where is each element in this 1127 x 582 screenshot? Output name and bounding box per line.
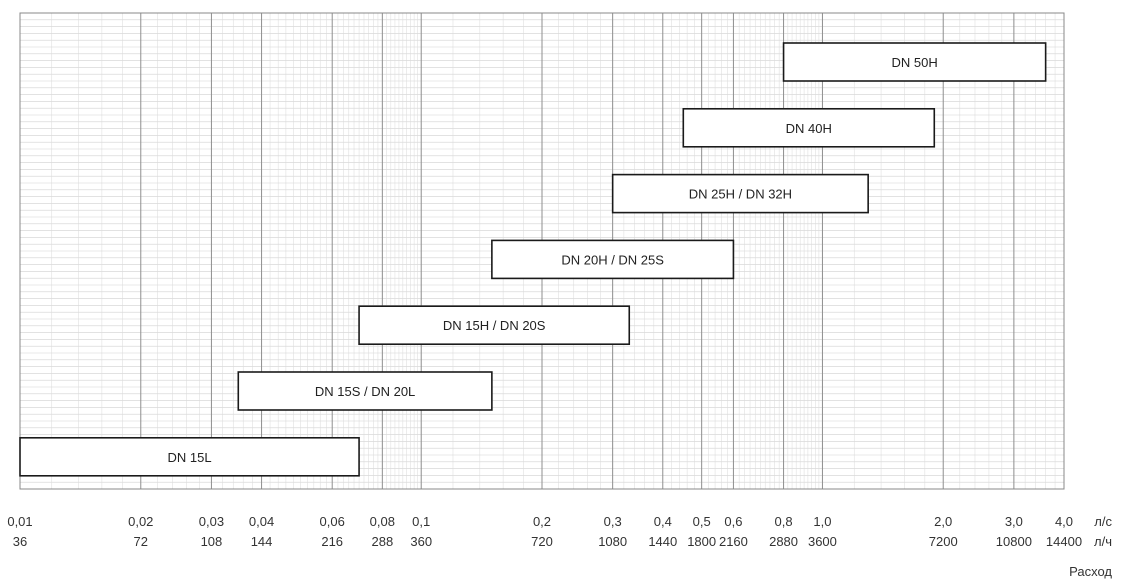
plot-frame (19, 12, 1065, 490)
range-bar-label: DN 40H (786, 121, 832, 136)
range-bar-label: DN 20H / DN 25S (561, 252, 664, 267)
range-bar (237, 371, 493, 411)
x-tick-label: 0,5 (693, 514, 711, 529)
x-tick-label-secondary: 14400 (1046, 534, 1082, 549)
x-tick-label-secondary: 360 (410, 534, 432, 549)
range-bar-label: DN 25H / DN 32H (689, 187, 792, 202)
range-bar-group: DN 20H / DN 25S (491, 239, 735, 280)
range-bar-label: DN 50H (891, 55, 937, 70)
x-tick-label: 0,01 (7, 514, 32, 529)
range-bar-group: DN 15H / DN 20S (358, 305, 631, 346)
x-tick-label-secondary: 2160 (719, 534, 748, 549)
x-tick-label-secondary: 144 (251, 534, 273, 549)
range-bar-group: DN 50H (782, 42, 1047, 82)
x-tick-label: 2,0 (934, 514, 952, 529)
range-bar (491, 239, 735, 280)
x-tick-label: 0,02 (128, 514, 153, 529)
x-tick-label-secondary: 1080 (598, 534, 627, 549)
x-tick-label: 0,04 (249, 514, 274, 529)
x-tick-label-secondary: 216 (321, 534, 343, 549)
x-tick-label: 0,1 (412, 514, 430, 529)
x-tick-label: 3,0 (1005, 514, 1023, 529)
x-tick-label: 0,2 (533, 514, 551, 529)
x-tick-label-secondary: 1800 (687, 534, 716, 549)
range-bar-group: DN 15L (19, 436, 360, 477)
x-tick-label-secondary: 10800 (996, 534, 1032, 549)
unit-secondary-label: л/ч (1094, 534, 1112, 549)
x-tick-label: 0,8 (775, 514, 793, 529)
x-tick-label: 4,0 (1055, 514, 1073, 529)
range-bar (19, 436, 360, 477)
x-tick-label-secondary: 3600 (808, 534, 837, 549)
range-bar-label: DN 15L (167, 450, 211, 465)
x-tick-label-secondary: 7200 (929, 534, 958, 549)
x-tick-label-secondary: 72 (134, 534, 148, 549)
range-bars: DN 50H DN 40H DN 25H / DN 32H DN 20H / DN 2… (19, 42, 1047, 477)
x-axis-ticks: 0,01 36 0,02 72 0,03 108 0,04 144 0,06 216 0,08 288… (7, 514, 1082, 549)
x-tick-label: 0,03 (199, 514, 224, 529)
range-bar (358, 305, 631, 346)
unit-primary-label: л/с (1094, 514, 1112, 529)
x-tick-label: 0,08 (370, 514, 395, 529)
x-tick-label-secondary: 108 (201, 534, 223, 549)
range-bar-label: DN 15S / DN 20L (315, 384, 415, 399)
x-tick-label-secondary: 288 (371, 534, 393, 549)
range-bar-group: DN 40H (682, 108, 936, 148)
x-tick-label-secondary: 2880 (769, 534, 798, 549)
x-tick-label: 0,3 (604, 514, 622, 529)
x-axis-title: Расход (1069, 564, 1112, 579)
range-bar (611, 173, 869, 214)
x-tick-label: 1,0 (813, 514, 831, 529)
x-tick-label-secondary: 36 (13, 534, 27, 549)
x-tick-label: 0,6 (724, 514, 742, 529)
x-tick-label-secondary: 720 (531, 534, 553, 549)
range-bar (682, 108, 936, 148)
range-bar (782, 42, 1047, 82)
x-tick-label: 0,06 (320, 514, 345, 529)
x-tick-label-secondary: 1440 (648, 534, 677, 549)
range-bar-group: DN 25H / DN 32H (611, 173, 869, 214)
range-bar-group: DN 15S / DN 20L (237, 371, 493, 411)
x-tick-label: 0,4 (654, 514, 672, 529)
range-bar-label: DN 15H / DN 20S (443, 318, 546, 333)
